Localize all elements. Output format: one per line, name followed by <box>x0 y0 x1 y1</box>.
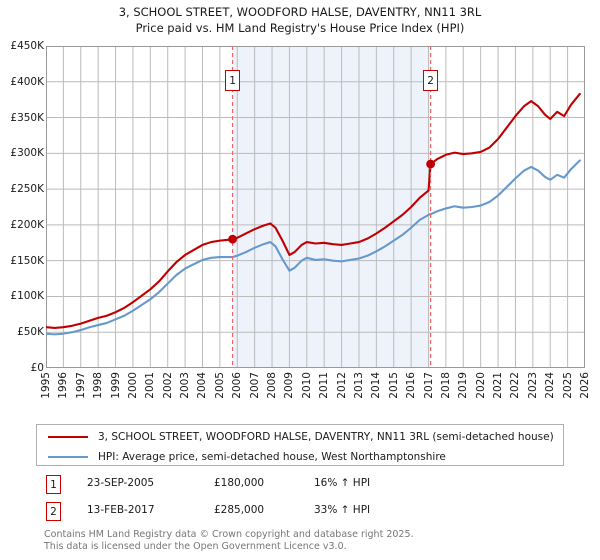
x-axis-tick-label: 2004 <box>196 372 209 399</box>
series-line-1 <box>46 159 581 336</box>
x-axis-tick-label: 1998 <box>92 372 105 399</box>
footer-line-2: This data is licensed under the Open Gov… <box>44 540 347 552</box>
y-axis-tick-label: £0 <box>30 362 44 374</box>
chart-svg <box>46 46 585 368</box>
footer-line-1: Contains HM Land Registry data © Crown c… <box>44 529 414 540</box>
sale-callout-2[interactable]: 2 <box>423 70 439 91</box>
transaction-price: £180,000 <box>214 477 265 489</box>
x-axis-tick-label: 2009 <box>283 372 296 399</box>
transaction-hpi-delta: 16% ↑ HPI <box>314 477 371 489</box>
y-axis-tick-label: £250K <box>10 183 44 196</box>
x-axis-tick-label: 1996 <box>57 372 70 399</box>
x-axis-tick-label: 2019 <box>457 372 470 399</box>
x-axis-tick-label: 1997 <box>74 372 87 399</box>
sale-marker-dot-1 <box>228 234 237 244</box>
x-axis-tick-label: 2000 <box>126 372 139 399</box>
transaction-row[interactable]: 2 13-FEB-2017 £285,000 33% ↑ HPI <box>36 499 576 526</box>
y-axis-labels: £0 £50K £100K £150K £200K £250K £300K £350K £400… <box>0 40 44 374</box>
legend-item-0: 3, SCHOOL STREET, WOODFORD HALSE, DAVENT… <box>37 426 563 447</box>
x-axis-tick-label: 2018 <box>439 372 452 399</box>
transaction-index-badge: 2 <box>46 502 61 521</box>
x-axis-tick-label: 2002 <box>161 372 174 399</box>
y-axis-tick-label: £200K <box>10 218 44 231</box>
legend-label: HPI: Average price, semi-detached house,… <box>98 450 446 463</box>
transaction-price: £285,000 <box>214 504 265 516</box>
x-axis-tick-label: 2012 <box>335 372 348 399</box>
x-axis-tick-label: 1999 <box>109 372 122 399</box>
x-axis-tick-label: 2023 <box>526 372 539 399</box>
x-axis-tick-label: 2008 <box>266 372 279 399</box>
y-axis-tick-label: £100K <box>10 290 44 303</box>
y-axis-tick-label: £300K <box>10 147 44 160</box>
y-axis-tick-label: £150K <box>10 254 44 267</box>
transaction-hpi-delta: 33% ↑ HPI <box>314 504 371 516</box>
x-axis-tick-label: 2026 <box>579 372 591 399</box>
x-axis-tick-label: 2024 <box>544 372 557 399</box>
x-axis-tick-label: 2015 <box>387 372 400 399</box>
y-axis-tick-label: £450K <box>10 40 44 52</box>
x-axis-tick-label: 2003 <box>179 372 192 399</box>
transaction-date: 23-SEP-2005 <box>87 477 155 489</box>
transaction-row[interactable]: 1 23-SEP-2005 £180,000 16% ↑ HPI <box>36 472 576 499</box>
y-axis-tick-label: £350K <box>10 111 44 124</box>
legend-color-swatch <box>48 435 88 438</box>
x-axis-tick-label: 2022 <box>509 372 522 399</box>
sale-marker-dot-2 <box>426 159 436 169</box>
plot-frame <box>46 46 585 368</box>
x-axis-tick-label: 2021 <box>492 372 505 399</box>
transaction-date: 13-FEB-2017 <box>87 504 155 516</box>
x-axis-tick-label: 2010 <box>300 372 313 399</box>
x-axis-tick-label: 2014 <box>370 372 383 399</box>
x-axis-tick-label: 2013 <box>352 372 365 399</box>
ownership-band <box>232 46 431 368</box>
x-axis-tick-label: 2017 <box>422 372 435 399</box>
legend-item-1: HPI: Average price, semi-detached house,… <box>37 446 563 467</box>
title-line-2: Price paid vs. HM Land Registry's House … <box>135 21 465 35</box>
x-axis-tick-label: 1995 <box>40 372 52 399</box>
y-axis-tick-label: £400K <box>10 75 44 88</box>
legend-label: 3, SCHOOL STREET, WOODFORD HALSE, DAVENT… <box>98 430 554 443</box>
legend-color-swatch <box>48 455 88 458</box>
x-axis-tick-label: 2025 <box>561 372 574 399</box>
y-axis-tick-label: £50K <box>17 326 44 339</box>
footer-attribution: Contains HM Land Registry data © Crown c… <box>44 529 584 552</box>
sale-callout-1[interactable]: 1 <box>225 70 241 91</box>
x-axis-tick-label: 2011 <box>318 372 331 399</box>
x-axis-tick-label: 2007 <box>248 372 261 399</box>
x-axis-tick-label: 2005 <box>213 372 226 399</box>
x-axis-tick-label: 2020 <box>474 372 487 399</box>
title-line-1: 3, SCHOOL STREET, WOODFORD HALSE, DAVENT… <box>118 5 482 19</box>
x-axis-tick-label: 2016 <box>405 372 418 399</box>
chart-legend: 3, SCHOOL STREET, WOODFORD HALSE, DAVENT… <box>36 424 564 466</box>
x-axis-tick-label: 2006 <box>231 372 244 399</box>
x-axis-labels: 1995 1996 1997 1998 1999 2000 2001 2002 2003 2004… <box>40 372 591 412</box>
transactions-table: 1 23-SEP-2005 £180,000 16% ↑ HPI 2 13-FEB-201… <box>36 472 576 526</box>
page-title: 3, SCHOOL STREET, WOODFORD HALSE, DAVENT… <box>0 4 600 36</box>
x-axis-tick-label: 2001 <box>144 372 157 399</box>
series-line-0 <box>46 92 581 329</box>
transaction-index-badge: 1 <box>46 475 61 494</box>
